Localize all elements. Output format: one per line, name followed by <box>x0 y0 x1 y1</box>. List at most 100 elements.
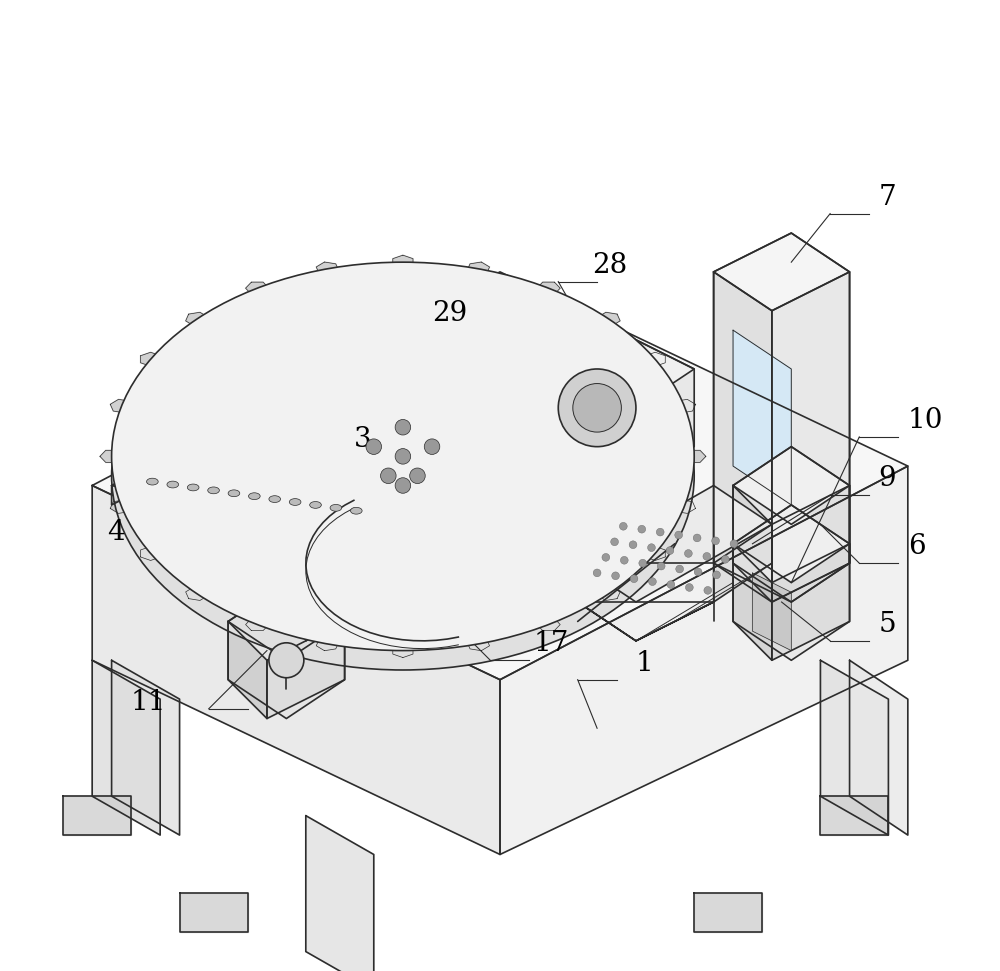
Circle shape <box>630 575 638 583</box>
Polygon shape <box>645 352 665 366</box>
Polygon shape <box>267 621 345 719</box>
Polygon shape <box>820 660 888 835</box>
Polygon shape <box>92 272 908 680</box>
Polygon shape <box>112 660 180 835</box>
Polygon shape <box>683 451 706 462</box>
Circle shape <box>704 586 712 594</box>
Polygon shape <box>558 330 694 486</box>
Circle shape <box>675 531 683 539</box>
Circle shape <box>573 384 621 432</box>
Circle shape <box>666 547 674 554</box>
Circle shape <box>694 568 702 576</box>
Polygon shape <box>714 233 850 602</box>
Polygon shape <box>110 399 133 413</box>
Polygon shape <box>578 524 772 641</box>
Circle shape <box>612 572 619 580</box>
Circle shape <box>410 468 425 484</box>
Text: 6: 6 <box>908 533 925 560</box>
Polygon shape <box>772 486 850 602</box>
Polygon shape <box>467 262 490 276</box>
Circle shape <box>730 540 738 548</box>
Polygon shape <box>63 796 131 835</box>
Circle shape <box>693 534 701 542</box>
Polygon shape <box>733 447 850 524</box>
Polygon shape <box>558 369 636 486</box>
Text: 1: 1 <box>636 650 654 677</box>
Polygon shape <box>500 466 908 854</box>
Polygon shape <box>733 505 850 660</box>
Text: 17: 17 <box>534 630 569 657</box>
Polygon shape <box>110 500 133 514</box>
Circle shape <box>620 556 628 564</box>
Polygon shape <box>752 573 791 651</box>
Polygon shape <box>733 544 772 660</box>
Ellipse shape <box>228 490 240 497</box>
Circle shape <box>667 581 675 588</box>
Ellipse shape <box>350 507 362 515</box>
Polygon shape <box>316 262 339 276</box>
Polygon shape <box>772 272 850 602</box>
Polygon shape <box>673 500 696 514</box>
Ellipse shape <box>330 505 342 511</box>
Polygon shape <box>673 399 696 413</box>
Circle shape <box>648 544 655 552</box>
Circle shape <box>629 541 637 549</box>
Polygon shape <box>558 330 694 408</box>
Circle shape <box>649 578 656 586</box>
Text: 10: 10 <box>908 407 943 434</box>
Circle shape <box>703 552 711 560</box>
Polygon shape <box>714 272 772 602</box>
Polygon shape <box>537 619 560 630</box>
Polygon shape <box>393 644 413 657</box>
Ellipse shape <box>147 478 158 486</box>
Polygon shape <box>141 547 161 560</box>
Ellipse shape <box>249 493 260 499</box>
Circle shape <box>712 537 719 545</box>
Circle shape <box>619 522 627 530</box>
Circle shape <box>685 584 693 591</box>
Polygon shape <box>186 313 208 326</box>
Circle shape <box>395 419 411 435</box>
Polygon shape <box>180 893 248 932</box>
Circle shape <box>713 571 720 579</box>
Text: 9: 9 <box>879 465 896 492</box>
Polygon shape <box>772 544 850 660</box>
Polygon shape <box>578 486 772 602</box>
Text: 29: 29 <box>432 300 467 327</box>
Polygon shape <box>820 796 888 835</box>
Ellipse shape <box>269 495 281 503</box>
Ellipse shape <box>310 501 321 509</box>
Polygon shape <box>228 621 267 719</box>
Polygon shape <box>228 583 345 660</box>
Circle shape <box>638 525 646 533</box>
Polygon shape <box>733 505 850 583</box>
Polygon shape <box>733 330 791 505</box>
Ellipse shape <box>187 485 199 491</box>
Text: 5: 5 <box>879 611 896 638</box>
Circle shape <box>602 553 610 561</box>
Polygon shape <box>100 451 123 462</box>
Circle shape <box>656 528 664 536</box>
Polygon shape <box>228 583 345 719</box>
Polygon shape <box>714 233 850 311</box>
Circle shape <box>269 643 304 678</box>
Polygon shape <box>850 660 908 835</box>
Circle shape <box>611 538 618 546</box>
Ellipse shape <box>167 482 179 487</box>
Circle shape <box>639 559 647 567</box>
Circle shape <box>395 449 411 464</box>
Circle shape <box>721 555 729 563</box>
Polygon shape <box>92 486 500 854</box>
Text: 7: 7 <box>879 184 896 211</box>
Circle shape <box>558 369 636 447</box>
Polygon shape <box>246 619 269 630</box>
Circle shape <box>395 478 411 493</box>
Polygon shape <box>141 352 161 366</box>
Polygon shape <box>537 283 560 294</box>
Polygon shape <box>112 466 383 544</box>
Circle shape <box>366 439 382 454</box>
Text: 28: 28 <box>592 251 627 279</box>
Circle shape <box>684 550 692 557</box>
Polygon shape <box>393 255 413 269</box>
Polygon shape <box>598 313 620 326</box>
